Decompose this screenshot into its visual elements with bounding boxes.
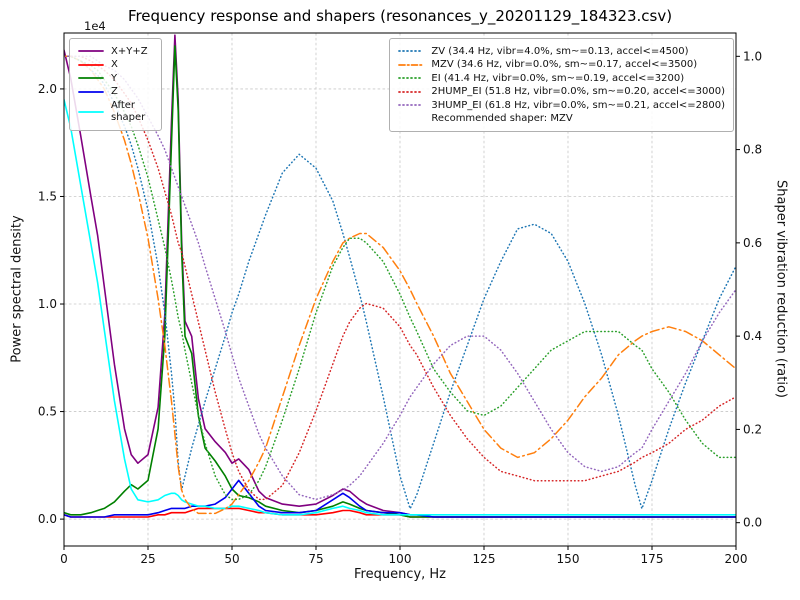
shaper-legend: ZV (34.4 Hz, vibr=4.0%, sm~=0.13, accel<… [389, 38, 734, 132]
y-line-swatch [78, 73, 104, 83]
2hump-ei-line-swatch [398, 87, 425, 97]
svg-text:75: 75 [308, 552, 323, 566]
y-right-axis-label: Shaper vibration reduction (ratio) [773, 180, 789, 398]
x-axis-label: Frequency, Hz [353, 567, 447, 582]
svg-text:125: 125 [473, 552, 496, 566]
xyz-line-swatch [78, 46, 104, 56]
svg-text:1.0: 1.0 [743, 49, 762, 63]
svg-text:0.6: 0.6 [743, 236, 762, 250]
svg-text:175: 175 [641, 552, 664, 566]
svg-text:0.4: 0.4 [743, 329, 762, 343]
legend-label-after-shaper: After shaper [111, 99, 146, 123]
svg-text:1.5: 1.5 [38, 189, 57, 203]
legend-label-ei: EI (41.4 Hz, vibr=0.0%, sm~=0.19, accel<… [431, 72, 685, 84]
svg-text:25: 25 [140, 552, 155, 566]
zv-line-swatch [398, 46, 425, 56]
legend-item-3hump-ei: 3HUMP_EI (61.8 Hz, vibr=0.0%, sm~=0.21, … [398, 100, 725, 111]
z-line-swatch [78, 87, 104, 97]
psd-legend: X+Y+Z X Y Z After shaper [69, 38, 162, 131]
legend-label-z: Z [111, 86, 118, 97]
y-left-axis-label: Power spectral density [9, 215, 25, 363]
legend-label-y: Y [111, 72, 118, 84]
3hump-ei-line-swatch [398, 100, 425, 110]
svg-text:50: 50 [224, 552, 239, 566]
legend-label-mzv: MZV (34.6 Hz, vibr=0.0%, sm~=0.17, accel… [431, 59, 698, 70]
svg-text:150: 150 [557, 552, 580, 566]
legend-item-recommendation: Recommended shaper: MZV [398, 113, 725, 124]
after-shaper-line-swatch [78, 107, 104, 117]
svg-text:0.5: 0.5 [38, 405, 57, 419]
svg-text:200: 200 [725, 552, 748, 566]
y-left-multiplier: 1e4 [84, 19, 106, 33]
svg-text:0.8: 0.8 [743, 143, 762, 157]
svg-text:0.0: 0.0 [743, 516, 762, 530]
svg-text:100: 100 [389, 552, 412, 566]
legend-item-ei: EI (41.4 Hz, vibr=0.0%, sm~=0.19, accel<… [398, 73, 725, 84]
legend-item-y: Y [78, 73, 153, 84]
legend-label-x: X [111, 59, 118, 70]
legend-item-xyz: X+Y+Z [78, 46, 153, 57]
legend-item-after-shaper: After shaper [78, 100, 153, 124]
svg-text:2.0: 2.0 [38, 82, 57, 96]
svg-text:1.0: 1.0 [38, 297, 57, 311]
svg-text:0.2: 0.2 [743, 422, 762, 436]
legend-item-z: Z [78, 86, 153, 97]
legend-item-x: X [78, 59, 153, 70]
chart-title: Frequency response and shapers (resonanc… [127, 7, 673, 25]
legend-label-zv: ZV (34.4 Hz, vibr=4.0%, sm~=0.13, accel<… [431, 45, 689, 57]
legend-item-mzv: MZV (34.6 Hz, vibr=0.0%, sm~=0.17, accel… [398, 59, 725, 70]
legend-label-2hump-ei: 2HUMP_EI (51.8 Hz, vibr=0.0%, sm~=0.20, … [431, 86, 725, 97]
svg-text:0.0: 0.0 [38, 512, 57, 526]
svg-text:0: 0 [60, 552, 68, 566]
legend-label-xyz: X+Y+Z [111, 45, 148, 57]
mzv-line-swatch [398, 60, 425, 70]
recommended-shaper-text: Recommended shaper: MZV [431, 113, 573, 124]
ei-line-swatch [398, 73, 425, 83]
legend-label-3hump-ei: 3HUMP_EI (61.8 Hz, vibr=0.0%, sm~=0.21, … [431, 99, 725, 111]
x-line-swatch [78, 60, 104, 70]
legend-item-zv: ZV (34.4 Hz, vibr=4.0%, sm~=0.13, accel<… [398, 46, 725, 57]
legend-item-2hump-ei: 2HUMP_EI (51.8 Hz, vibr=0.0%, sm~=0.20, … [398, 86, 725, 97]
